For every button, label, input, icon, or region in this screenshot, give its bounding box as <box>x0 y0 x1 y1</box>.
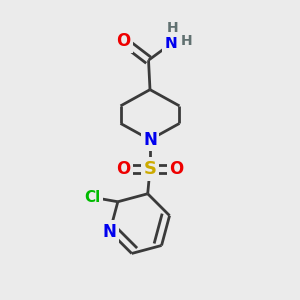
Text: N: N <box>143 131 157 149</box>
Text: Cl: Cl <box>85 190 101 205</box>
Text: O: O <box>116 160 130 178</box>
Text: N: N <box>103 223 117 241</box>
Text: S: S <box>143 160 157 178</box>
Text: H: H <box>181 34 193 48</box>
Text: O: O <box>116 32 130 50</box>
Text: H: H <box>166 21 178 35</box>
Text: O: O <box>169 160 184 178</box>
Text: N: N <box>164 37 177 52</box>
